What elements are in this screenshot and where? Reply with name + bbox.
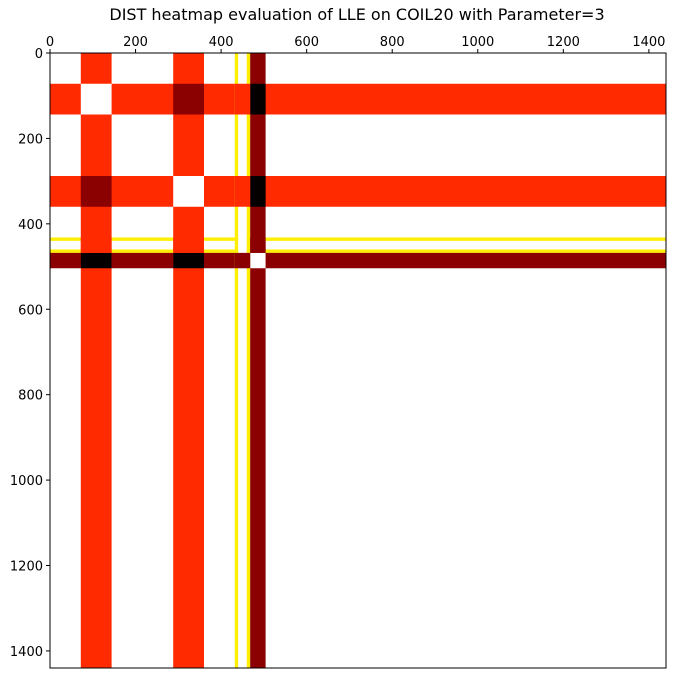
heatmap-cell: [250, 237, 266, 253]
chart-title: DIST heatmap evaluation of LLE on COIL20…: [109, 5, 604, 24]
heatmap-cell: [250, 83, 266, 115]
heatmap-cell: [173, 252, 204, 269]
x-tick-label: 200: [123, 35, 148, 50]
x-tick-label: 1000: [461, 35, 494, 50]
heatmap-cells: [50, 53, 666, 668]
heatmap-row-band: [50, 176, 666, 207]
heatmap-cell: [250, 252, 266, 269]
heatmap-cell: [234, 252, 251, 269]
heatmap-cell: [173, 176, 204, 207]
plot-frame: [49, 52, 667, 669]
heatmap-cell: [173, 83, 204, 115]
heatmap-cell: [80, 83, 112, 115]
x-tick-label: 800: [380, 35, 405, 50]
heatmap-column-band: [80, 53, 112, 668]
heatmap-row-band: [50, 249, 666, 253]
heatmap-row-band: [50, 83, 666, 115]
heatmap-row-band: [50, 252, 666, 269]
y-tick-label: 1200: [10, 560, 43, 575]
y-tick-label: 600: [18, 303, 43, 318]
heatmap-cell: [234, 176, 251, 207]
x-tick-label: 600: [294, 35, 319, 50]
heatmap-cell: [80, 252, 112, 269]
heatmap-column-band: [173, 53, 204, 668]
heatmap-row-band: [50, 240, 666, 250]
heatmap-cell: [80, 237, 112, 253]
x-tick-label: 1400: [632, 35, 665, 50]
heatmap-column-band: [250, 53, 266, 668]
x-tick-label: 1200: [547, 35, 580, 50]
y-tick-label: 0: [35, 47, 43, 62]
x-axis-top: 0 200 400 600 800 1000 1200 1400: [46, 35, 665, 53]
plot-background: [50, 53, 666, 668]
heatmap-cell: [173, 237, 204, 253]
y-axis-left: 0 200 400 600 800 1000 1200 1400: [10, 47, 50, 660]
y-tick-label: 200: [18, 132, 43, 147]
heatmap-column-band: [246, 53, 251, 668]
heatmap-column-band: [234, 53, 239, 668]
y-tick-label: 1000: [10, 474, 43, 489]
heatmap-cell: [250, 176, 266, 207]
x-tick-label: 400: [209, 35, 234, 50]
heatmap-cell: [234, 83, 251, 115]
x-tick-label: 0: [46, 35, 54, 50]
heatmap-cell: [80, 176, 112, 207]
heatmap-column-band: [238, 53, 247, 668]
y-tick-label: 400: [18, 218, 43, 233]
y-tick-label: 1400: [10, 645, 43, 660]
heatmap-row-band: [50, 237, 666, 241]
y-tick-label: 800: [18, 389, 43, 404]
